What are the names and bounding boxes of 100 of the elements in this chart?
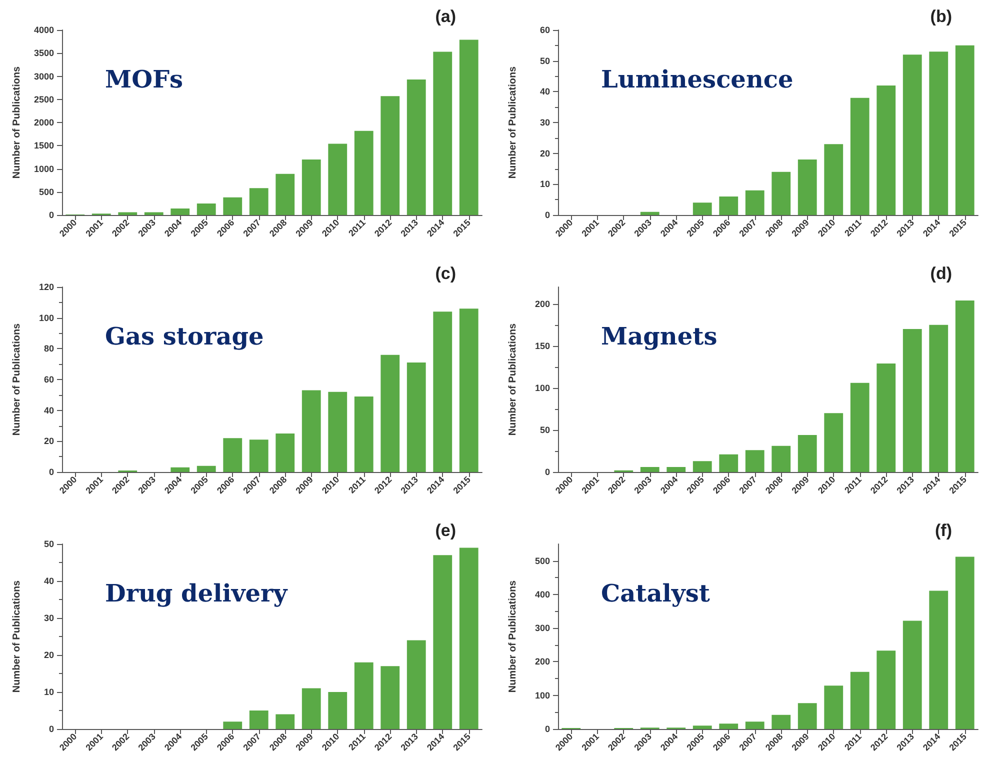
y-tick-label: 80 xyxy=(44,344,54,354)
bar xyxy=(876,650,896,729)
bar xyxy=(772,446,791,472)
y-tick-label: 30 xyxy=(44,613,54,623)
bar xyxy=(380,666,400,729)
bar xyxy=(902,54,922,215)
bar xyxy=(459,40,478,215)
y-tick-label: 20 xyxy=(44,650,54,660)
y-tick-label: 500 xyxy=(38,186,54,197)
bar xyxy=(798,435,817,472)
bar xyxy=(955,300,974,472)
bar xyxy=(902,620,922,729)
bar xyxy=(144,212,164,215)
bar xyxy=(354,130,374,215)
bar xyxy=(640,212,660,215)
bar xyxy=(249,188,268,215)
text: (c) xyxy=(435,264,456,283)
y-tick-label: 30 xyxy=(540,118,550,128)
text: (b) xyxy=(930,7,952,26)
bar xyxy=(929,324,948,472)
y-tick-label: 400 xyxy=(534,589,550,600)
bar xyxy=(929,52,948,215)
y-tick-label: 10 xyxy=(540,179,550,190)
bar xyxy=(433,52,452,215)
bar xyxy=(719,454,738,472)
bar xyxy=(196,203,216,215)
bar xyxy=(824,686,844,729)
y-tick-label: 50 xyxy=(540,424,550,435)
bar xyxy=(354,396,374,472)
bar xyxy=(276,174,295,215)
y-tick-label: 0 xyxy=(48,210,54,220)
bar xyxy=(249,440,268,472)
y-tick-label: 40 xyxy=(44,405,54,416)
text: Drug delivery xyxy=(105,578,288,608)
y-tick-label: 100 xyxy=(38,312,54,323)
bar xyxy=(406,640,426,729)
bar xyxy=(354,662,374,729)
y-tick-label: 50 xyxy=(540,56,550,66)
y-axis-title: Number of Publications xyxy=(508,322,518,436)
bar xyxy=(876,364,896,472)
bar xyxy=(223,438,242,472)
bar xyxy=(276,433,295,472)
bar xyxy=(719,196,738,215)
text: MOFs xyxy=(105,64,184,94)
bar xyxy=(666,466,686,472)
y-tick-label: 100 xyxy=(534,382,550,393)
bar xyxy=(692,202,712,215)
y-tick-label: 0 xyxy=(544,210,550,220)
y-axis-title: Number of Publications xyxy=(508,580,518,693)
bar xyxy=(745,190,764,215)
y-tick-label: 200 xyxy=(534,298,550,309)
y-tick-label: 50 xyxy=(44,539,54,549)
text: Magnets xyxy=(601,322,718,350)
y-tick-label: 3500 xyxy=(34,48,54,58)
bar xyxy=(772,714,791,729)
bar xyxy=(902,329,922,472)
bar xyxy=(328,692,348,729)
y-tick-label: 4000 xyxy=(34,25,54,35)
y-tick-label: 60 xyxy=(540,25,550,35)
bar xyxy=(249,710,268,729)
text: Luminescence xyxy=(601,64,794,94)
y-tick-label: 0 xyxy=(48,724,54,734)
bar xyxy=(328,392,348,472)
y-tick-label: 20 xyxy=(44,436,54,446)
bar xyxy=(955,45,974,215)
bar xyxy=(433,312,452,472)
bar xyxy=(850,98,870,215)
bar xyxy=(640,466,660,472)
y-axis-title: Number of Publications xyxy=(508,66,518,179)
y-tick-label: 40 xyxy=(540,86,550,97)
bar xyxy=(692,461,712,472)
y-tick-label: 40 xyxy=(44,576,54,586)
y-axis-title: Number of Publications xyxy=(12,66,22,179)
text: (a) xyxy=(435,7,456,26)
y-tick-label: 2500 xyxy=(34,94,54,104)
y-tick-label: 0 xyxy=(544,467,550,477)
y-tick-label: 100 xyxy=(534,690,550,700)
y-tick-label: 150 xyxy=(534,340,550,351)
text: (f) xyxy=(935,521,952,540)
bar xyxy=(955,556,974,729)
y-tick-label: 3000 xyxy=(34,71,54,82)
bar xyxy=(824,144,844,215)
bar xyxy=(118,212,138,215)
bar xyxy=(929,590,948,729)
bar xyxy=(798,703,817,729)
bar xyxy=(223,197,242,215)
y-tick-label: 2000 xyxy=(34,118,54,128)
y-tick-label: 60 xyxy=(44,374,54,384)
y-axis-title: Number of Publications xyxy=(12,580,22,693)
bar xyxy=(745,450,764,472)
text: (d) xyxy=(930,264,952,283)
y-tick-label: 500 xyxy=(534,556,550,566)
y-tick-label: 20 xyxy=(540,148,550,158)
y-tick-label: 0 xyxy=(544,724,550,734)
text: Catalyst xyxy=(601,578,710,608)
bar xyxy=(850,672,870,729)
y-tick-label: 0 xyxy=(48,467,54,477)
y-tick-label: 200 xyxy=(534,656,550,667)
bar xyxy=(850,382,870,472)
bar xyxy=(380,96,400,215)
